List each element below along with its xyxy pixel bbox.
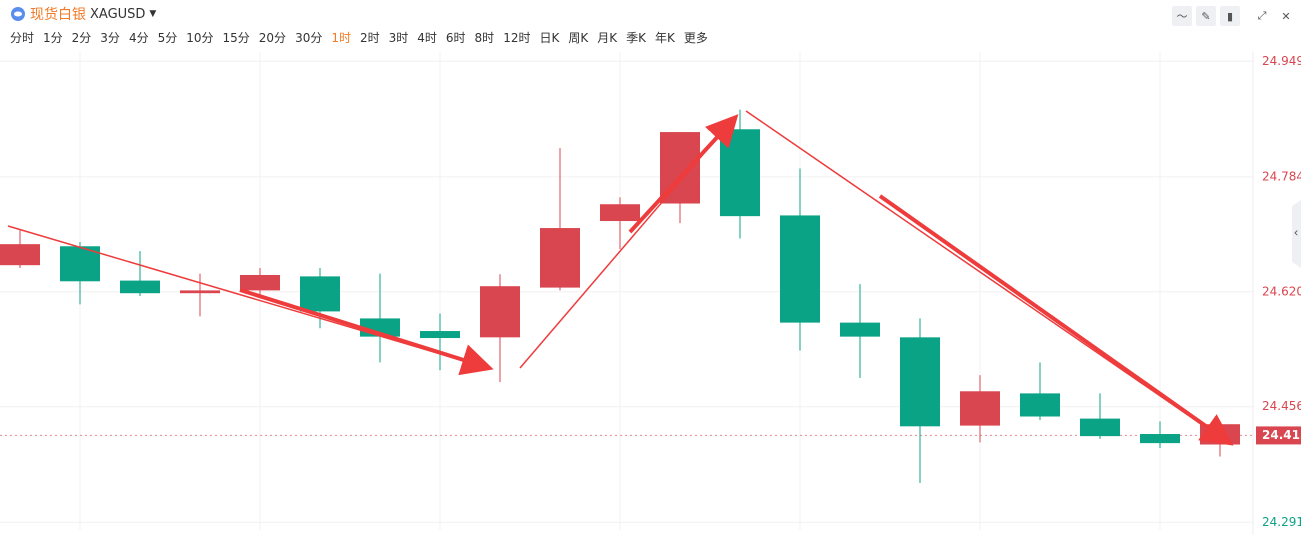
y-axis: 24.949 24.784 24.620 24.456 24.291 24.415: [1256, 54, 1301, 529]
y-tick-label: 24.291: [1262, 515, 1301, 529]
period-tab[interactable]: 6时: [445, 31, 466, 45]
candle-body: [780, 215, 820, 323]
toolbar-icons: 〜 ✎ ▮ ⤢ ✕: [1172, 6, 1296, 26]
period-tabs: 分时 1分 2分 3分 4分 5分 10分 15分 20分 30分 1时 2时 3时 4时 6时 8时 12时日…: [10, 29, 708, 46]
period-tab[interactable]: 15分: [222, 31, 250, 45]
close-button[interactable]: ✕: [1276, 6, 1296, 26]
period-tab[interactable]: 12时: [503, 31, 531, 45]
draw-button[interactable]: ✎: [1196, 6, 1216, 26]
period-tab[interactable]: 8时: [474, 31, 495, 45]
candle-body: [180, 290, 220, 294]
period-tab[interactable]: 3时: [388, 31, 409, 45]
indicator-button[interactable]: 〜: [1172, 6, 1192, 26]
symbol-name: 现货白银: [30, 7, 86, 23]
chart-type-button[interactable]: ▮: [1220, 6, 1240, 26]
period-tab[interactable]: 3分: [100, 31, 120, 45]
period-tab[interactable]: 2分: [71, 31, 92, 45]
period-tab[interactable]: 月K: [597, 31, 618, 45]
symbol-icon: [11, 7, 25, 21]
period-tab[interactable]: 分时: [10, 31, 35, 45]
period-tab[interactable]: 5分: [157, 31, 178, 45]
annotations: [7, 110, 1234, 446]
period-tab[interactable]: 2时: [359, 31, 380, 45]
header: 现货白银 XAGUSD ▼ 分时 1分 2分 3分 4分 5分 10分 15分 20分 30分 1时…: [0, 0, 1301, 52]
candle-body: [0, 244, 40, 266]
y-tick-label: 24.456: [1262, 399, 1301, 413]
period-tab[interactable]: 30分: [295, 31, 323, 45]
expand-button[interactable]: ⤢: [1252, 6, 1272, 26]
symbol-code: XAGUSD: [90, 6, 146, 22]
symbol-selector[interactable]: 现货白银 XAGUSD ▼: [10, 4, 156, 24]
candle-body: [1080, 418, 1120, 437]
candle-body: [840, 322, 880, 337]
period-tab[interactable]: 年K: [654, 31, 675, 45]
candle-body: [1020, 393, 1060, 417]
side-panel-icon: ‹: [1294, 226, 1299, 240]
y-tick-label: 24.620: [1262, 284, 1301, 298]
period-tab[interactable]: 4分: [128, 31, 149, 45]
dropdown-caret: ▼: [149, 9, 157, 19]
last-price-label: 24.415: [1262, 428, 1301, 442]
candle-body: [540, 228, 580, 288]
period-tab[interactable]: 1时: [331, 31, 351, 45]
period-tab[interactable]: 日K: [539, 31, 560, 45]
period-tab[interactable]: 季K: [626, 31, 646, 45]
period-tab[interactable]: 10分: [186, 31, 214, 45]
period-tab[interactable]: 更多: [683, 31, 708, 45]
y-tick-label: 24.949: [1262, 54, 1301, 68]
last-price-box: [1256, 426, 1301, 445]
candle-body: [240, 274, 280, 291]
candle-body: [900, 337, 940, 427]
candle-body: [960, 391, 1000, 426]
candle-body: [300, 276, 340, 312]
side-panel-toggle[interactable]: [1292, 200, 1301, 268]
arrow: [628, 114, 739, 234]
period-tab[interactable]: 4时: [417, 31, 437, 45]
arrow: [239, 288, 494, 376]
candle-body: [720, 129, 760, 217]
period-tab[interactable]: 20分: [258, 31, 287, 45]
period-tab[interactable]: 1分: [43, 31, 63, 45]
y-tick-label: 24.784: [1262, 169, 1301, 183]
candle-body: [1140, 434, 1180, 444]
candle-body: [600, 204, 640, 222]
candle-body: [420, 331, 460, 339]
candle-body: [60, 246, 100, 282]
candle-body: [480, 286, 520, 338]
candle-body: [120, 280, 160, 294]
period-tab[interactable]: 周K: [568, 31, 589, 45]
arrow: [878, 194, 1234, 446]
